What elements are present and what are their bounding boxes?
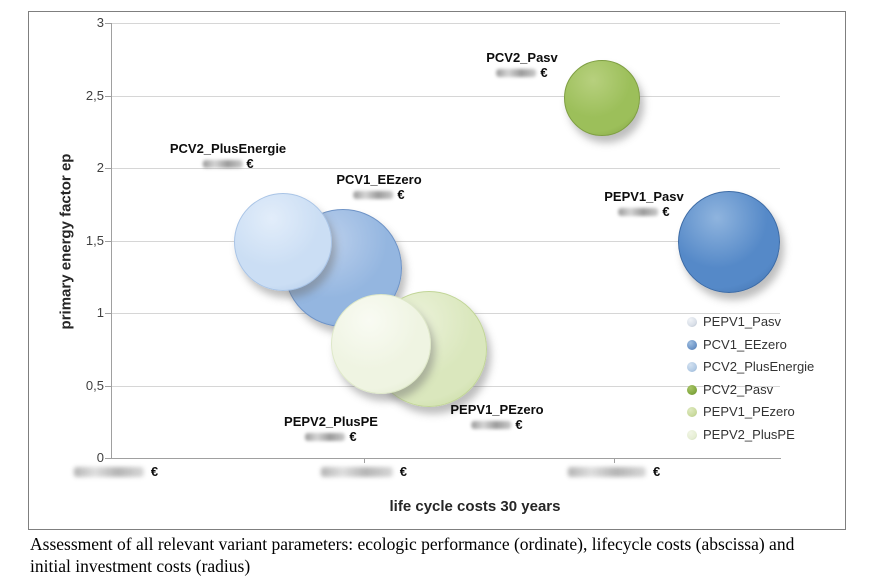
redacted-value bbox=[496, 68, 537, 77]
redacted-value bbox=[305, 432, 346, 441]
x-axis-tick bbox=[614, 458, 616, 463]
legend-item-PCV2_PlusEnergie: PCV2_PlusEnergie bbox=[687, 359, 814, 375]
legend-label: PCV2_PlusEnergie bbox=[703, 359, 815, 374]
redacted-value bbox=[320, 466, 393, 477]
legend-item-PCV1_EEzero: PCV1_EEzero bbox=[687, 337, 787, 353]
y-axis-line bbox=[111, 23, 112, 458]
x-axis-label-redacted: € bbox=[73, 464, 159, 479]
y-axis-tick bbox=[105, 168, 111, 169]
currency-euro: € bbox=[399, 464, 407, 479]
series-name: PCV1_EEzero bbox=[336, 172, 422, 187]
legend-label: PEPV1_Pasv bbox=[703, 314, 782, 329]
bubble-PEPV1_Pasv bbox=[677, 190, 780, 293]
legend-item-PCV2_Pasv: PCV2_Pasv bbox=[687, 382, 773, 398]
currency-euro: € bbox=[540, 65, 548, 80]
redacted-value bbox=[353, 190, 394, 199]
x-axis-line bbox=[111, 458, 781, 459]
data-label-PEPV1_PEzero: PEPV1_PEzero € bbox=[450, 402, 543, 432]
series-name: PCV2_Pasv bbox=[486, 50, 558, 65]
y-axis-tick-label: 3 bbox=[96, 15, 104, 30]
y-axis-tick bbox=[105, 240, 111, 242]
bubble-PCV2_PlusEnergie bbox=[234, 192, 333, 291]
y-axis-tick bbox=[105, 95, 111, 97]
x-axis-label-redacted: € bbox=[567, 464, 661, 479]
data-label-PEPV1_Pasv: PEPV1_Pasv € bbox=[604, 189, 684, 219]
series-value-redacted: € bbox=[284, 429, 378, 444]
bubble-PCV2_Pasv bbox=[563, 59, 640, 136]
series-value-redacted: € bbox=[336, 187, 421, 202]
chart-frame: primary energy factor ep life cycle cost… bbox=[28, 11, 846, 530]
x-axis-tick bbox=[363, 458, 365, 463]
data-label-PCV2_Pasv: PCV2_Pasv € bbox=[486, 50, 558, 80]
gridline bbox=[112, 95, 780, 97]
currency-euro: € bbox=[515, 417, 523, 432]
redacted-value bbox=[567, 466, 646, 477]
redacted-value bbox=[618, 207, 659, 216]
data-label-PEPV2_PlusPE: PEPV2_PlusPE € bbox=[284, 414, 378, 444]
redacted-value bbox=[202, 159, 243, 168]
legend-marker-PCV2_PlusEnergie bbox=[687, 362, 697, 372]
y-axis-tick-label: 1,5 bbox=[85, 232, 104, 248]
series-value-redacted: € bbox=[170, 156, 286, 171]
figure-caption: Assessment of all relevant variant param… bbox=[30, 533, 870, 577]
y-axis-tick-label: 0,5 bbox=[85, 377, 104, 393]
redacted-value bbox=[471, 420, 512, 429]
legend-marker-PCV1_EEzero bbox=[687, 339, 697, 350]
gridline bbox=[112, 240, 780, 242]
y-axis-tick bbox=[105, 313, 111, 314]
currency-euro: € bbox=[246, 156, 254, 171]
x-axis-title: life cycle costs 30 years bbox=[389, 498, 561, 515]
currency-euro: € bbox=[397, 187, 405, 202]
gridline bbox=[112, 168, 780, 169]
series-name: PEPV1_Pasv bbox=[604, 189, 684, 204]
bubble-PEPV2_PlusPE bbox=[330, 294, 431, 395]
legend-label: PCV2_Pasv bbox=[703, 381, 774, 397]
series-value-redacted: € bbox=[450, 417, 543, 432]
legend-marker-PEPV2_PlusPE bbox=[687, 429, 697, 440]
legend-marker-PEPV1_Pasv bbox=[687, 317, 697, 327]
data-label-PCV2_PlusEnergie: PCV2_PlusEnergie € bbox=[170, 141, 286, 171]
y-axis-tick-label: 2 bbox=[96, 160, 104, 175]
currency-euro: € bbox=[349, 429, 357, 444]
y-axis-tick bbox=[105, 385, 111, 387]
legend-item-PEPV1_Pasv: PEPV1_Pasv bbox=[687, 314, 781, 330]
redacted-value bbox=[73, 466, 144, 477]
y-axis-tick bbox=[105, 23, 111, 24]
y-axis-tick bbox=[105, 458, 111, 459]
legend-label: PCV1_EEzero bbox=[703, 336, 787, 352]
series-name: PEPV1_PEzero bbox=[450, 402, 544, 417]
legend-item-PEPV2_PlusPE: PEPV2_PlusPE bbox=[687, 427, 795, 443]
legend-marker-PEPV1_PEzero bbox=[687, 407, 697, 417]
legend-item-PEPV1_PEzero: PEPV1_PEzero bbox=[687, 404, 795, 420]
series-value-redacted: € bbox=[486, 65, 558, 80]
series-name: PEPV2_PlusPE bbox=[284, 414, 378, 429]
series-name: PCV2_PlusEnergie bbox=[169, 141, 287, 156]
y-axis-tick-label: 0 bbox=[96, 450, 104, 465]
currency-euro: € bbox=[652, 464, 661, 479]
caption-line-2: initial investment costs (radius) bbox=[30, 556, 251, 576]
legend-label: PEPV2_PlusPE bbox=[703, 426, 795, 442]
legend-label: PEPV1_PEzero bbox=[703, 404, 795, 419]
data-label-PCV1_EEzero: PCV1_EEzero € bbox=[336, 172, 421, 202]
caption-line-1: Assessment of all relevant variant param… bbox=[30, 534, 795, 554]
gridline bbox=[112, 23, 780, 24]
currency-euro: € bbox=[150, 464, 159, 479]
currency-euro: € bbox=[662, 204, 670, 219]
series-value-redacted: € bbox=[604, 204, 684, 219]
x-axis-label-redacted: € bbox=[320, 464, 407, 479]
y-axis-tick-label: 2,5 bbox=[85, 87, 104, 103]
legend-marker-PCV2_Pasv bbox=[687, 384, 697, 395]
y-axis-tick-label: 1 bbox=[96, 305, 104, 320]
